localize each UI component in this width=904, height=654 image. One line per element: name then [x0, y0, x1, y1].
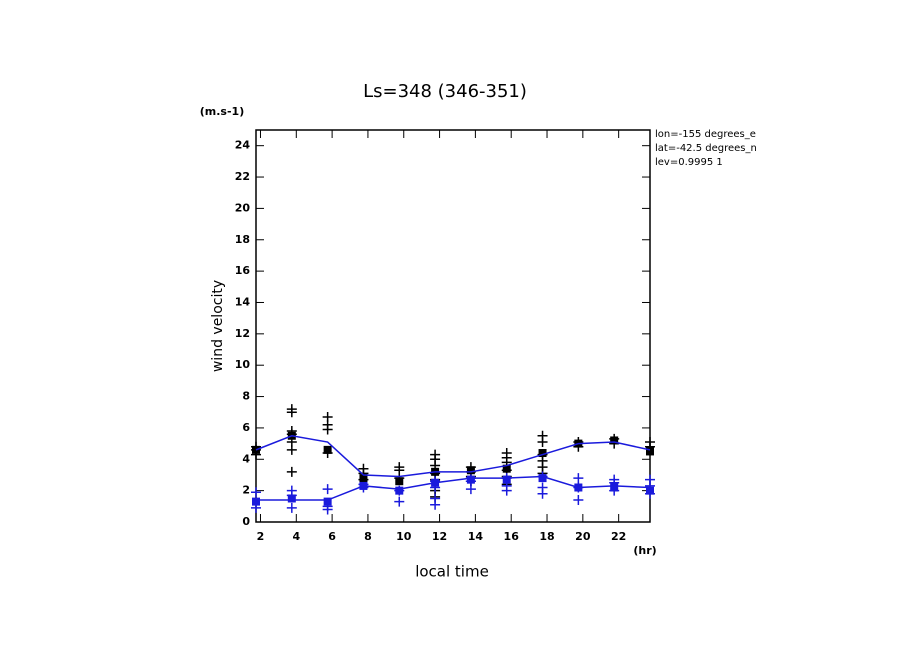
plus-marker — [358, 463, 369, 474]
chart-title: Ls=348 (346-351) — [363, 81, 527, 102]
square-marker — [359, 474, 368, 483]
plus-marker — [645, 474, 655, 485]
square-marker — [395, 477, 404, 486]
annotation: lev=0.9995 1 — [655, 157, 723, 168]
x-tick-label: 22 — [611, 530, 626, 543]
square-marker — [646, 447, 654, 456]
square-marker — [252, 445, 260, 454]
plus-marker — [251, 487, 261, 498]
y-tick-label: 22 — [235, 170, 250, 183]
plus-marker — [537, 430, 548, 441]
y-tick-label: 12 — [235, 327, 250, 340]
square-marker — [466, 475, 475, 484]
plus-marker — [430, 493, 441, 504]
y-tick-label: 0 — [242, 515, 250, 528]
x-tick-label: 14 — [468, 530, 484, 543]
x-tick-label: 12 — [432, 530, 447, 543]
plus-marker — [537, 482, 548, 493]
x-tick-label: 18 — [539, 530, 554, 543]
series-line — [255, 434, 651, 478]
plus-marker — [322, 484, 333, 495]
plus-marker — [286, 466, 297, 477]
x-tick-label: 2 — [257, 530, 265, 543]
square-marker — [538, 449, 547, 458]
y-tick-label: 18 — [235, 233, 250, 246]
plus-marker — [286, 485, 297, 496]
annotation: lat=-42.5 degrees_n — [655, 143, 757, 154]
plus-marker — [286, 404, 297, 415]
plot-frame — [255, 129, 651, 523]
x-tick-label: 10 — [396, 530, 412, 543]
plus-marker — [286, 502, 297, 513]
x-tick-label: 20 — [575, 530, 591, 543]
plus-marker — [394, 496, 405, 507]
plus-marker — [573, 473, 584, 484]
square-marker — [323, 445, 332, 454]
square-marker — [502, 475, 511, 484]
square-marker — [538, 474, 547, 483]
series-line — [256, 475, 651, 501]
y-tick-label: 8 — [242, 390, 250, 403]
x-tick-label: 6 — [328, 530, 336, 543]
y-axis-label: wind velocity — [210, 280, 226, 372]
y-tick-label: 16 — [235, 264, 251, 277]
square-marker — [323, 497, 332, 506]
y-tick-label: 2 — [242, 484, 250, 497]
x-unit: (hr) — [633, 544, 656, 557]
plus-marker — [609, 474, 620, 485]
y-tick-label: 24 — [235, 139, 251, 152]
square-marker — [646, 486, 654, 495]
square-marker — [610, 436, 619, 445]
square-marker — [502, 464, 511, 473]
x-tick-label: 4 — [292, 530, 300, 543]
x-tick-label: 16 — [504, 530, 520, 543]
plus-marker — [645, 437, 655, 448]
plus-marker — [394, 462, 405, 473]
plus-marker — [430, 449, 441, 460]
y-tick-label: 14 — [235, 295, 251, 308]
plus-marker — [501, 448, 512, 459]
x-tick-label: 8 — [364, 530, 372, 543]
square-marker — [252, 497, 260, 506]
plus-marker — [573, 495, 584, 506]
y-unit: (m.s-1) — [200, 105, 244, 118]
x-axis-label: local time — [415, 563, 489, 581]
square-marker — [466, 466, 475, 475]
plus-marker — [322, 411, 333, 422]
annotation: lon=-155 degrees_e — [655, 129, 756, 140]
y-tick-label: 20 — [235, 201, 251, 214]
y-tick-label: 6 — [242, 421, 250, 434]
square-marker — [395, 486, 404, 495]
square-marker — [610, 483, 619, 492]
y-tick-label: 10 — [235, 358, 251, 371]
annotations: lon=-155 degrees_e lat=-42.5 degrees_n l… — [655, 129, 757, 168]
y-tick-label: 4 — [242, 452, 250, 465]
square-marker — [287, 494, 296, 503]
